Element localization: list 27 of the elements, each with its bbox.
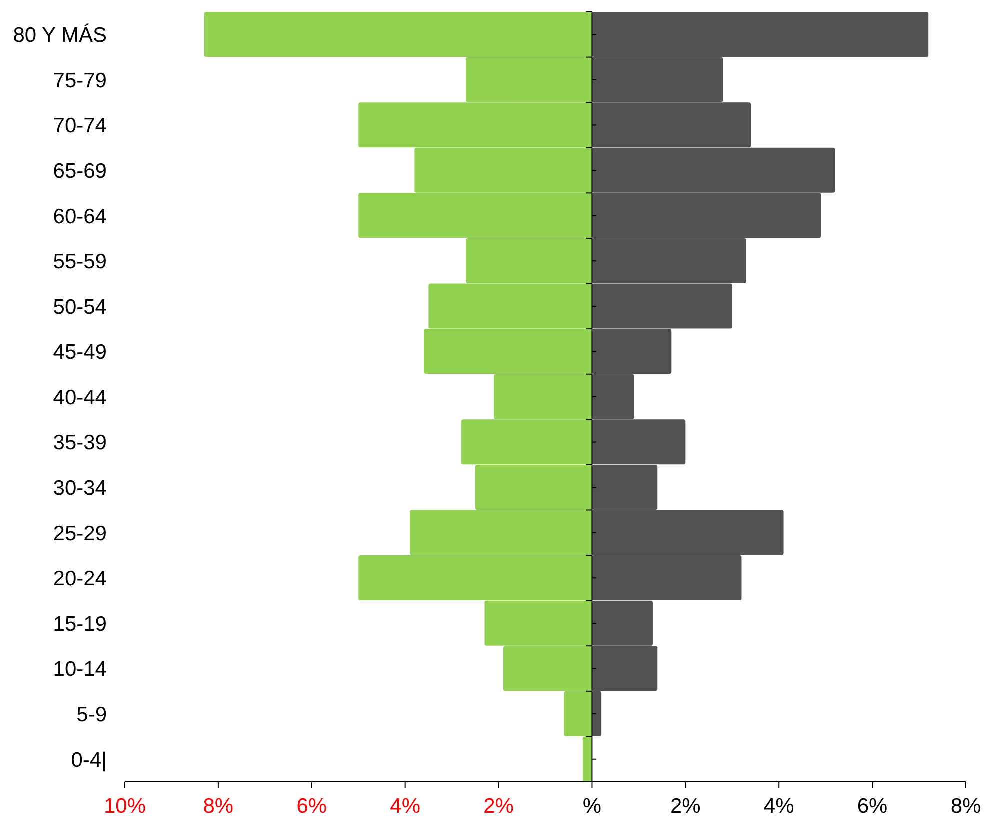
y-tick-label: 75-79 — [53, 69, 107, 92]
y-tick-label: 40-44 — [53, 386, 108, 410]
y-tick-label: 15-19 — [53, 612, 107, 636]
y-tick-label: 60-64 — [53, 205, 108, 228]
y-tick-label: 25-29 — [53, 522, 107, 546]
y-tick-label: 20-24 — [53, 568, 108, 591]
x-tick-label: 8% — [203, 795, 234, 818]
y-tick-label: 45-49 — [53, 341, 107, 364]
x-tick-label: 4% — [390, 795, 421, 818]
y-tick-label: 10-14 — [53, 658, 108, 682]
x-tick-label: 4% — [764, 795, 794, 818]
y-tick-label: 5-9 — [76, 704, 107, 727]
x-tick-label: 2% — [484, 795, 514, 818]
y-tick-label: 70-74 — [53, 114, 108, 138]
y-tick-label: 80 Y MÁS — [13, 23, 107, 48]
y-tick-label: 30-34 — [53, 477, 108, 500]
x-tick-label: 8% — [950, 795, 982, 818]
x-tick-label: 6% — [857, 795, 888, 818]
y-tick-label: 35-39 — [53, 432, 107, 455]
x-tick-label: 2% — [670, 795, 701, 818]
y-tick-label: 65-69 — [53, 160, 107, 183]
y-tick-label: 0-4| — [71, 748, 107, 772]
y-tick-label: 50-54 — [53, 296, 108, 319]
y-tick-label: 55-59 — [53, 250, 107, 274]
x-tick-label: % — [582, 795, 602, 818]
x-tick-label: 10% — [104, 795, 146, 818]
x-tick-label: 6% — [296, 795, 328, 818]
